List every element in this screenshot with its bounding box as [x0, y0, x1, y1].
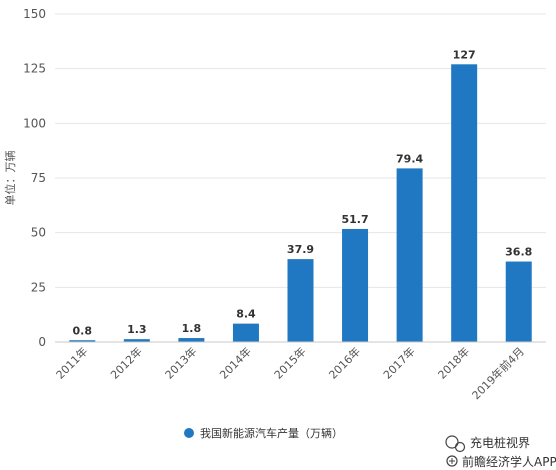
data-label: 36.8: [505, 246, 532, 259]
data-labels: 0.8 1.3 1.8 8.4 37.9 51.7 79.4 127 36.8: [73, 48, 533, 337]
y-tick-label: 0: [38, 335, 46, 349]
legend-swatch: [184, 428, 194, 438]
x-tick-label: 2019年前4月: [469, 344, 527, 402]
y-axis-label: 单位：万辆: [3, 151, 17, 206]
bar[interactable]: [451, 64, 478, 342]
data-label: 79.4: [396, 152, 423, 165]
bar[interactable]: [505, 261, 532, 342]
y-axis-ticks: 0 25 50 75 100 125 150: [23, 7, 46, 349]
data-label: 37.9: [287, 243, 314, 256]
bar[interactable]: [342, 228, 369, 342]
wechat-icon: [445, 435, 466, 453]
x-tick-label: 2013年: [162, 344, 199, 381]
source-app-name: 前瞻经济学人APP: [462, 454, 556, 469]
bar[interactable]: [232, 323, 259, 342]
legend[interactable]: 我国新能源汽车产量（万辆）: [184, 426, 343, 440]
bar[interactable]: [396, 168, 423, 342]
x-tick-label: 2012年: [107, 344, 144, 381]
bar[interactable]: [287, 259, 314, 342]
bar[interactable]: [178, 338, 205, 342]
data-label: 0.8: [73, 324, 93, 337]
legend-label: 我国新能源汽车产量（万辆）: [200, 426, 343, 440]
logo-icon: [446, 455, 458, 467]
source-account-name: 充电桩视界: [470, 435, 530, 450]
x-tick-label: 2016年: [326, 344, 363, 381]
x-tick-label: 2018年: [435, 344, 472, 381]
data-label: 127: [453, 48, 476, 61]
data-label: 8.4: [236, 308, 256, 321]
data-label: 1.3: [127, 323, 147, 336]
y-tick-label: 75: [31, 171, 46, 185]
x-axis-ticks: 2011年 2012年 2013年 2014年 2015年 2016年 2017年 2018年…: [53, 344, 527, 402]
bar[interactable]: [69, 340, 96, 342]
x-tick-label: 2014年: [217, 344, 254, 381]
bar[interactable]: [123, 339, 150, 342]
source-watermark: 充电桩视界 前瞻经济学人APP: [445, 435, 556, 469]
y-tick-label: 150: [23, 7, 46, 21]
y-tick-label: 50: [31, 226, 46, 240]
y-tick-label: 25: [31, 280, 46, 294]
x-tick-label: 2017年: [380, 344, 417, 381]
y-tick-label: 125: [23, 62, 46, 76]
data-label: 1.8: [182, 322, 202, 335]
x-tick-label: 2011年: [53, 344, 90, 381]
data-label: 51.7: [341, 213, 368, 226]
y-tick-label: 100: [23, 116, 46, 130]
x-tick-label: 2015年: [271, 344, 308, 381]
bars: [69, 64, 532, 342]
